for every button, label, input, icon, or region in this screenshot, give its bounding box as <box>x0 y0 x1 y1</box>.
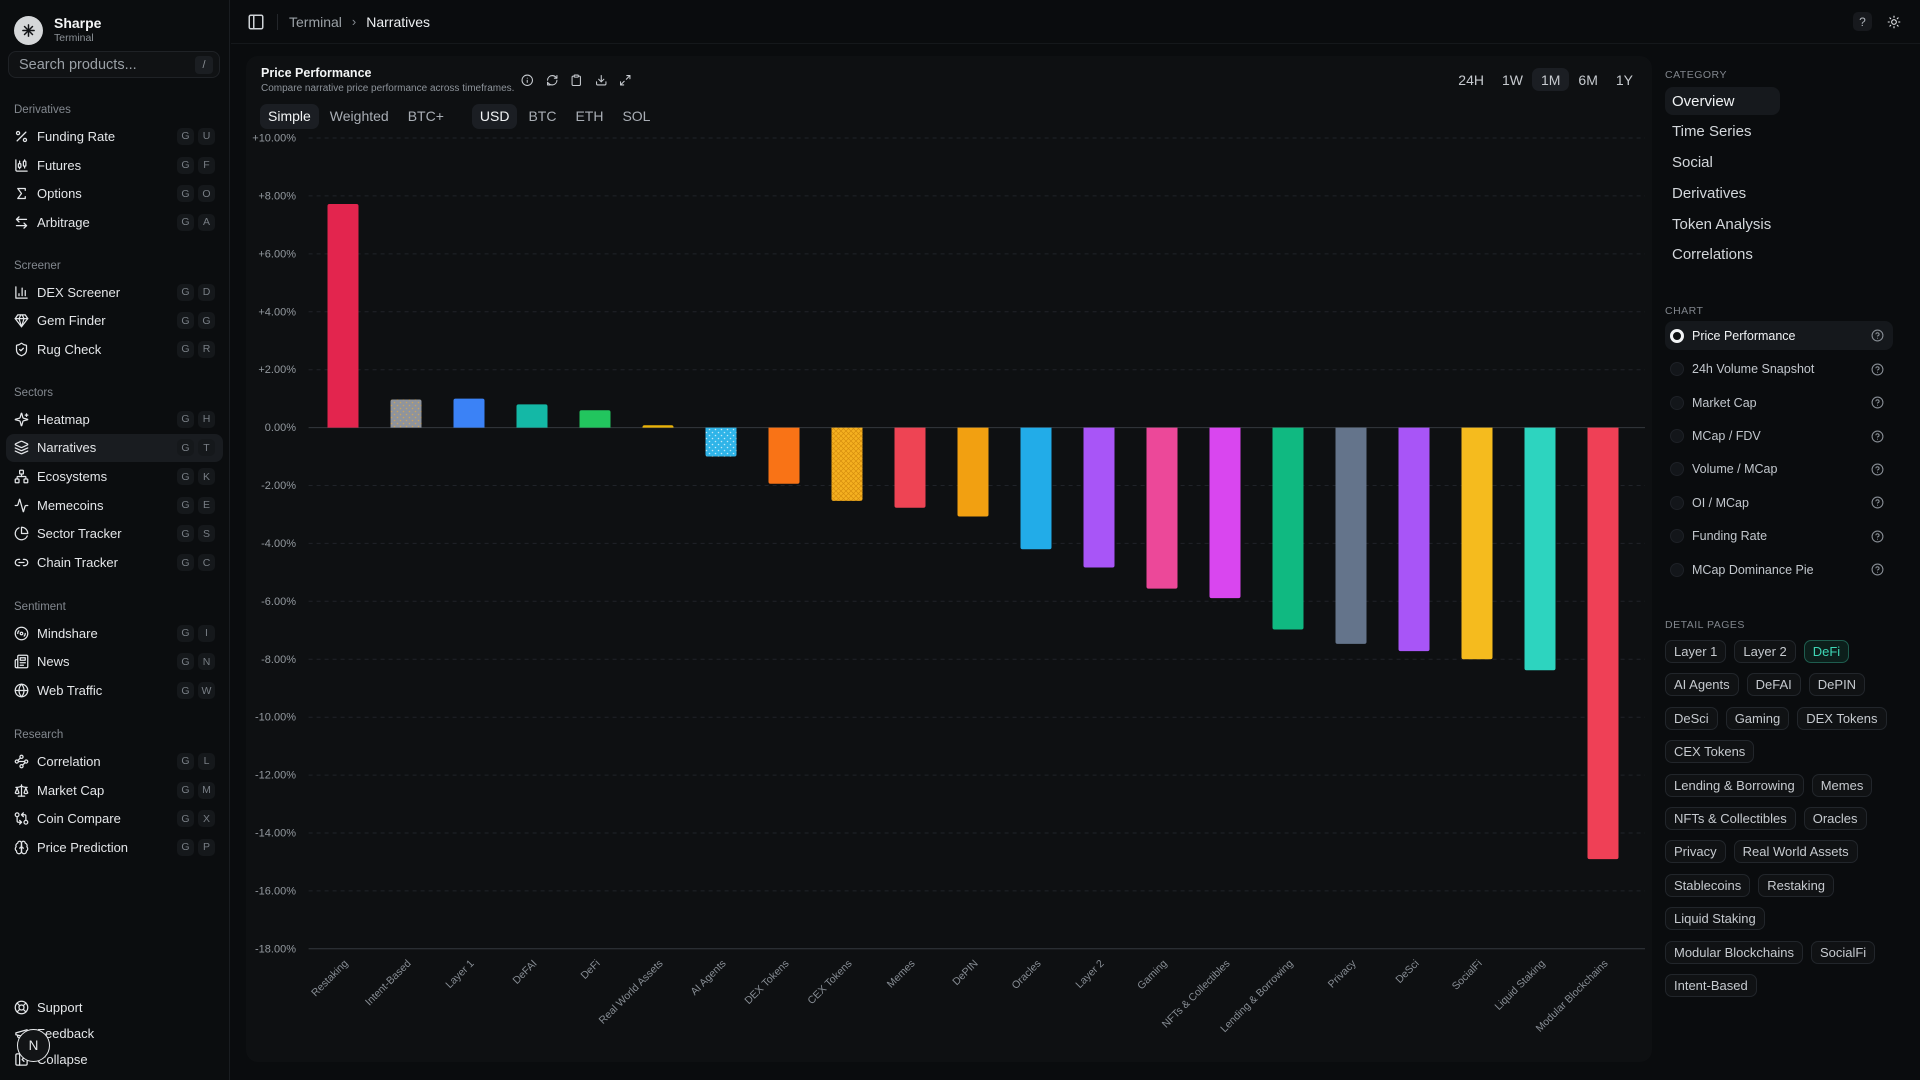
svg-text:Lending & Borrowing: Lending & Borrowing <box>1218 958 1296 1036</box>
svg-text:0.00%: 0.00% <box>265 422 296 434</box>
svg-text:+4.00%: +4.00% <box>258 306 296 318</box>
svg-text:Intent-Based: Intent-Based <box>363 958 414 1009</box>
svg-text:-2.00%: -2.00% <box>261 480 296 492</box>
svg-text:DeFAI: DeFAI <box>510 958 539 987</box>
svg-text:NFTs & Collectibles: NFTs & Collectibles <box>1160 958 1233 1031</box>
svg-text:-14.00%: -14.00% <box>255 828 296 840</box>
svg-text:DEX Tokens: DEX Tokens <box>742 958 791 1007</box>
svg-text:Memes: Memes <box>885 958 918 991</box>
svg-text:SocialFi: SocialFi <box>1450 958 1485 993</box>
svg-text:+10.00%: +10.00% <box>252 133 296 145</box>
svg-text:-18.00%: -18.00% <box>255 943 296 955</box>
svg-text:Modular Blockchains: Modular Blockchains <box>1534 958 1611 1035</box>
svg-text:-12.00%: -12.00% <box>255 770 296 782</box>
svg-text:Layer 2: Layer 2 <box>1073 958 1106 991</box>
svg-text:DeSci: DeSci <box>1393 958 1421 986</box>
svg-text:-4.00%: -4.00% <box>261 538 296 550</box>
svg-text:-8.00%: -8.00% <box>261 654 296 666</box>
svg-text:Real World Assets: Real World Assets <box>597 958 666 1027</box>
svg-text:-10.00%: -10.00% <box>255 712 296 724</box>
svg-text:Restaking: Restaking <box>309 958 351 1000</box>
svg-text:Layer 1: Layer 1 <box>443 958 476 991</box>
svg-text:Gaming: Gaming <box>1135 958 1170 993</box>
svg-text:-16.00%: -16.00% <box>255 885 296 897</box>
svg-text:Privacy: Privacy <box>1326 957 1359 990</box>
svg-text:Oracles: Oracles <box>1010 958 1044 992</box>
svg-text:+8.00%: +8.00% <box>258 190 296 202</box>
svg-text:CEX Tokens: CEX Tokens <box>805 958 854 1007</box>
svg-text:+6.00%: +6.00% <box>258 248 296 260</box>
svg-text:+2.00%: +2.00% <box>258 364 296 376</box>
svg-text:-6.00%: -6.00% <box>261 596 296 608</box>
svg-text:DePIN: DePIN <box>950 958 980 988</box>
svg-text:DeFi: DeFi <box>578 958 602 982</box>
svg-text:Liquid Staking: Liquid Staking <box>1492 958 1547 1013</box>
svg-text:AI Agents: AI Agents <box>688 958 728 998</box>
